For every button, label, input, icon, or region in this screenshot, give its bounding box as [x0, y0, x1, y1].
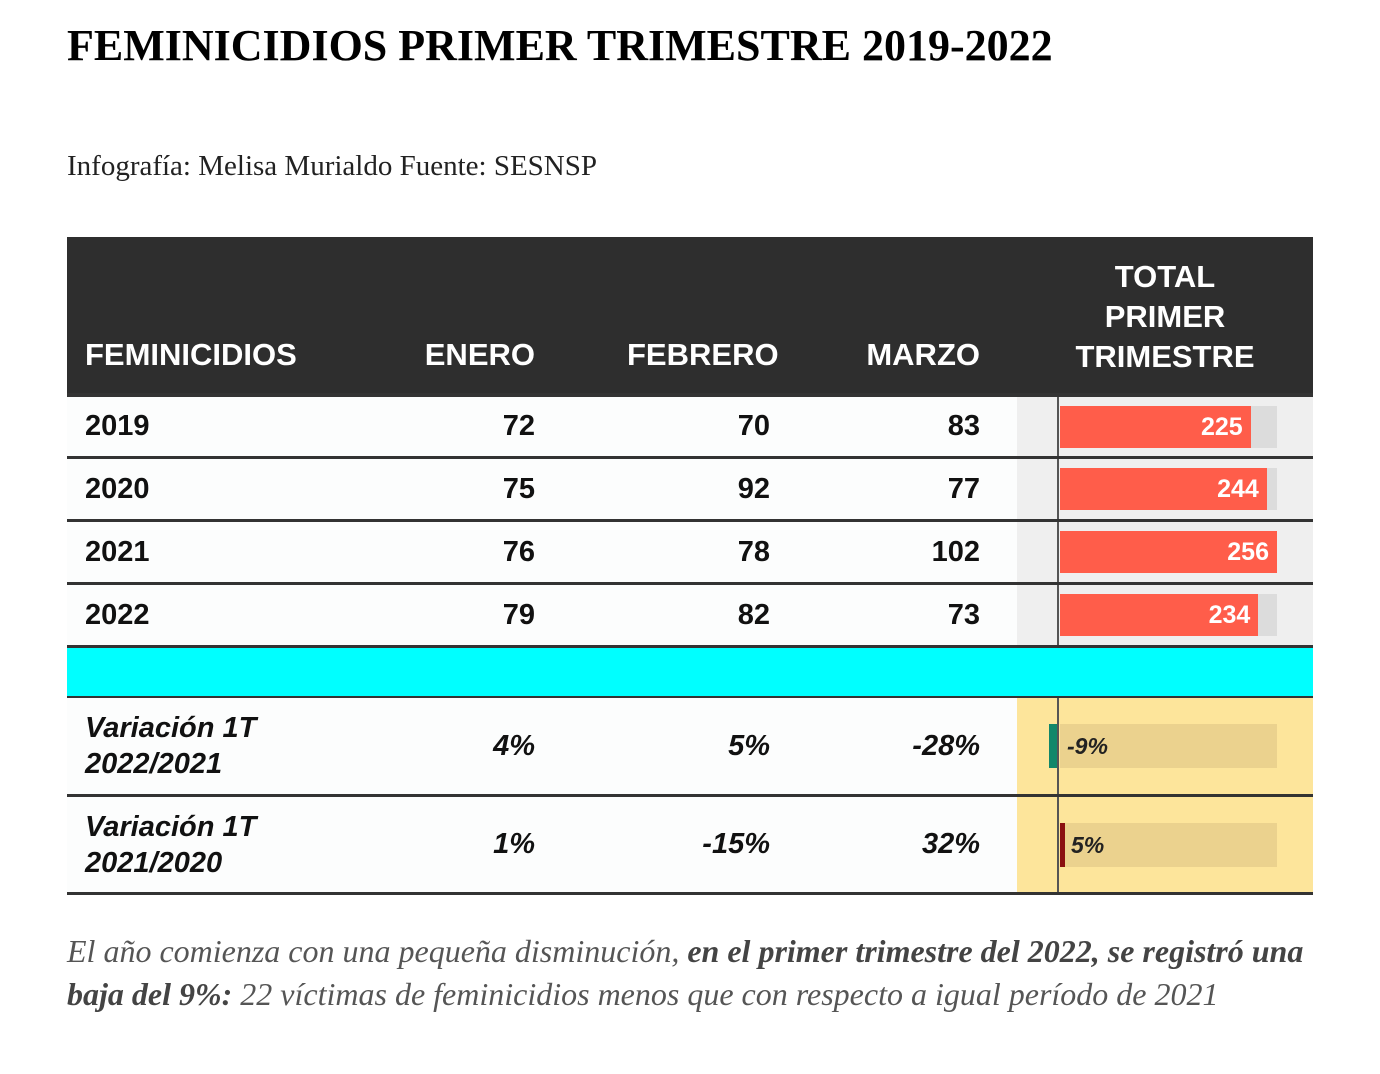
header-enero: ENERO: [424, 337, 535, 372]
table-row: 2020 75 92 77 244: [67, 456, 1313, 519]
variation-bar: [1049, 724, 1058, 768]
value-febrero: 78: [737, 535, 770, 568]
variation-bar-track: [1060, 724, 1277, 768]
value-febrero: 82: [737, 598, 770, 631]
variation-marzo: 32%: [921, 828, 980, 860]
variation-total-label: -9%: [1067, 732, 1108, 759]
page-title: FEMINICIDIOS PRIMER TRIMESTRE 2019-2022: [67, 21, 1053, 70]
value-enero: 75: [502, 472, 535, 505]
value-marzo: 102: [931, 535, 980, 568]
variation-row: Variación 1T 2021/2020 1% -15% 32% 5%: [67, 794, 1313, 895]
variation-label-line: Variación 1T: [85, 712, 257, 744]
footnote-highlight: en el primer trimestre del 2022, se regi…: [67, 933, 1304, 1012]
bar-axis: [1057, 522, 1059, 582]
variation-febrero: 5%: [728, 729, 770, 762]
variation-label-line: Variación 1T: [85, 810, 257, 843]
table-row: 2019 72 70 83 225: [67, 393, 1313, 456]
variation-marzo: -28%: [912, 729, 980, 762]
variation-bar: [1060, 823, 1065, 867]
bar-axis: [1057, 698, 1059, 794]
variation-total-label: 5%: [1071, 831, 1105, 858]
variation-label: Variación 1T 2021/2020: [85, 797, 256, 892]
total-bar: 256: [1060, 531, 1277, 573]
header-total-line: TRIMESTRE: [1075, 339, 1255, 374]
footnote-text-end: 22 víctimas de feminicidios menos que co…: [232, 976, 1219, 1012]
header-total-line: PRIMER: [1104, 299, 1226, 334]
year-label: 2019: [85, 410, 150, 442]
value-marzo: 83: [947, 410, 980, 442]
variation-febrero: -15%: [702, 828, 770, 860]
header-total-line: TOTAL: [1114, 259, 1216, 294]
year-label: 2021: [85, 535, 150, 568]
table-header: FEMINICIDIOS ENERO FEBRERO MARZO TOTAL P…: [67, 237, 1313, 393]
value-marzo: 73: [947, 598, 980, 631]
value-marzo: 77: [947, 472, 980, 505]
header-febrero: FEBRERO: [627, 337, 779, 372]
total-bar: 244: [1060, 468, 1267, 510]
year-label: 2022: [85, 598, 150, 631]
value-febrero: 92: [737, 472, 770, 505]
table-row: 2021 76 78 102 256: [67, 519, 1313, 582]
data-table: FEMINICIDIOS ENERO FEBRERO MARZO TOTAL P…: [67, 237, 1313, 895]
year-label: 2020: [85, 472, 150, 505]
bar-axis: [1057, 459, 1059, 519]
separator-band: [67, 645, 1313, 698]
variation-enero: 1%: [493, 828, 535, 860]
header-marzo: MARZO: [866, 337, 980, 372]
footnote-text: El año comienza con una pequeña disminuc…: [67, 933, 688, 969]
total-bar: 234: [1060, 594, 1259, 636]
variation-label-line: 2021/2020: [85, 846, 223, 879]
value-febrero: 70: [737, 410, 770, 442]
variation-label: Variación 1T 2022/2021: [85, 698, 256, 794]
variation-label-line: 2022/2021: [85, 748, 223, 780]
page-subtitle: Infografía: Melisa Murialdo Fuente: SESN…: [67, 150, 598, 182]
bar-axis: [1057, 797, 1059, 892]
variation-row: Variación 1T 2022/2021 4% 5% -28% -9%: [67, 698, 1313, 794]
header-total: TOTAL PRIMER TRIMESTRE: [1017, 257, 1313, 377]
header-label: FEMINICIDIOS: [85, 337, 297, 372]
value-enero: 76: [502, 535, 535, 568]
table-row: 2022 79 82 73 234: [67, 582, 1313, 645]
value-enero: 72: [502, 410, 535, 442]
value-enero: 79: [502, 598, 535, 631]
bar-axis: [1057, 397, 1059, 456]
variation-enero: 4%: [493, 729, 535, 762]
footnote: El año comienza con una pequeña disminuc…: [67, 930, 1317, 1016]
bar-axis: [1057, 585, 1059, 645]
total-bar: 225: [1060, 406, 1251, 448]
variation-bar-track: [1060, 823, 1277, 867]
